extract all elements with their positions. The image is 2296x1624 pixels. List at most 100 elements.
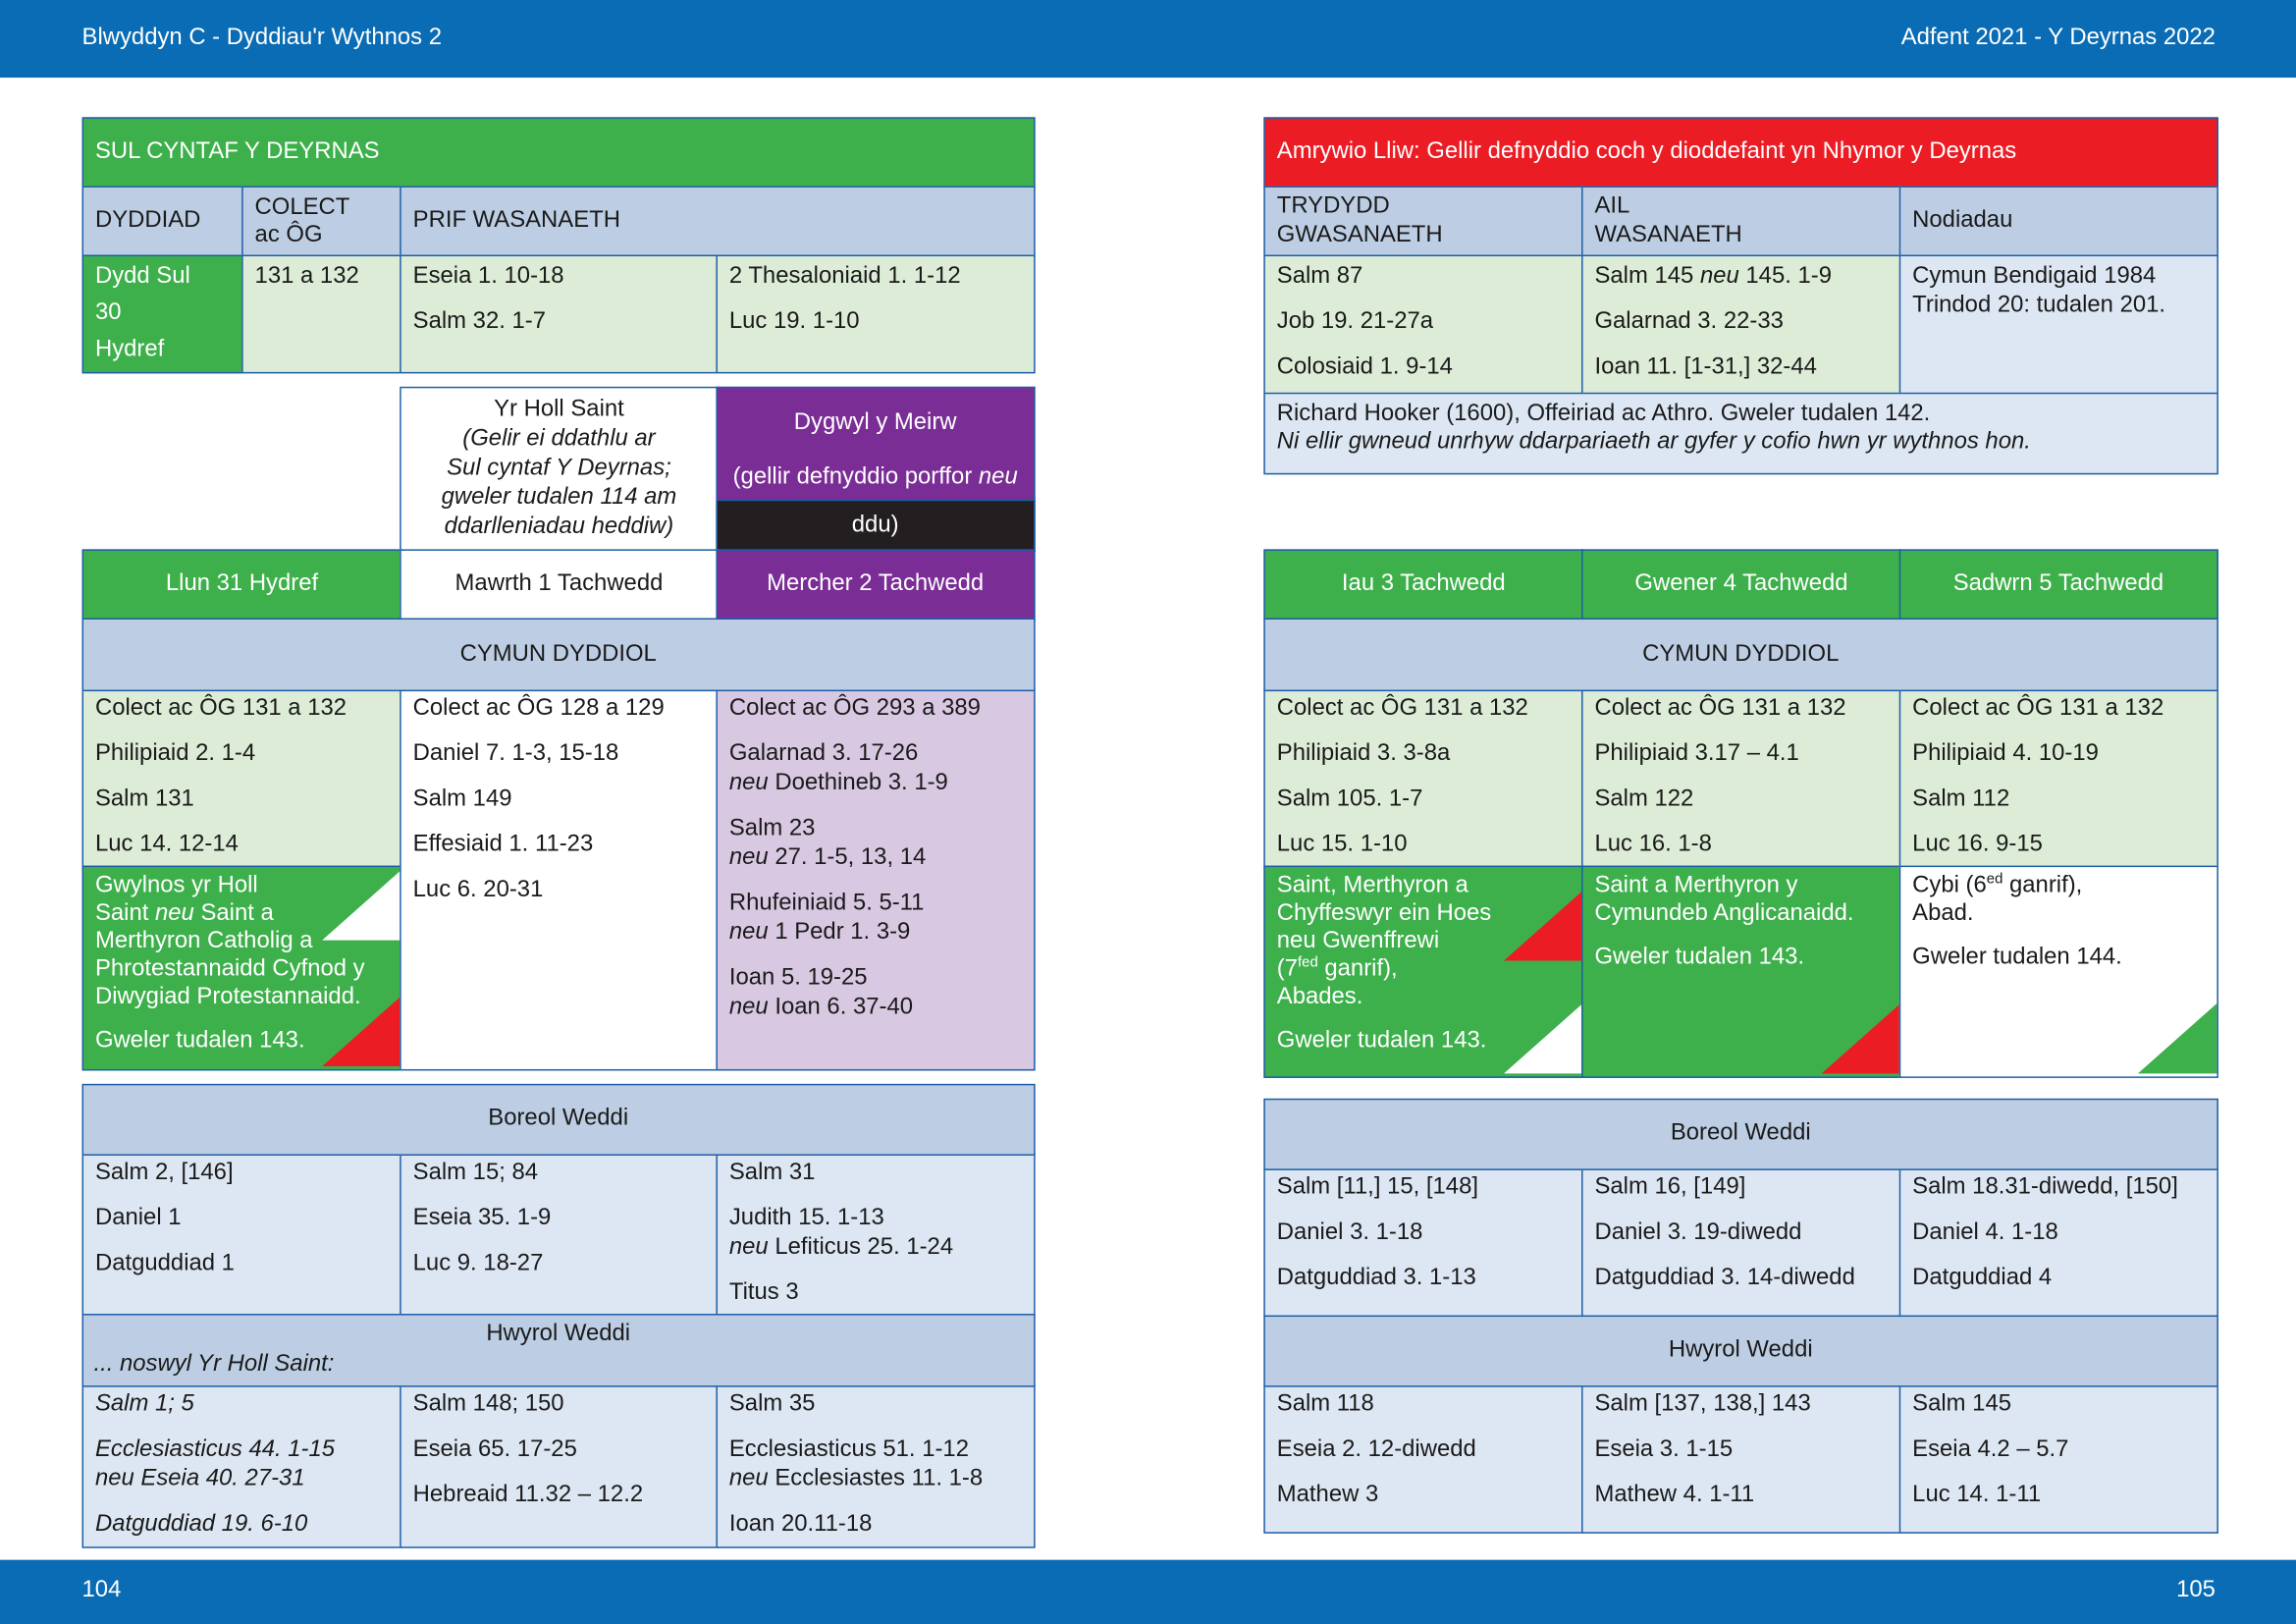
text-line: Datguddiad 1	[94, 1250, 235, 1276]
text-line: Eseia 65. 17-25	[412, 1436, 577, 1462]
cell-content: Salm [137, 138,] 143 Eseia 3. 1-15 Mathew …	[1594, 1390, 1888, 1510]
table-cell: Colect ac ÔG 131 a 132 Philipiaid 3. 3-8a…	[1263, 688, 1584, 868]
text-line: Dygwyl y Meirw	[793, 409, 957, 435]
table-cell: Dydd Sul 30 Hydref	[81, 254, 244, 373]
paragraph: Eseia 35. 1-9	[413, 1204, 706, 1233]
section-header: Boreol Weddi	[81, 1083, 1035, 1156]
cell-content: TRYDYDD GWASANAETH	[1277, 192, 1571, 251]
feast-box: Yr Holl Saint (Gelir ei ddathlu ar Sul cyn…	[400, 386, 719, 552]
text-line: Saint a Merthyron y	[1594, 873, 1798, 898]
text-line: Datguddiad 19. 6-10	[95, 1510, 389, 1540]
text-line: Colosiaid 1. 9-14	[1276, 353, 1453, 380]
cell-content: Salm 145 Eseia 4.2 – 5.7 Luc 14. 1-11	[1912, 1390, 2205, 1510]
paragraph: Salm 122	[1594, 785, 1888, 815]
cell-content: Mercher 2 Tachwedd	[767, 570, 984, 600]
cell-content: Colect ac ÔG 131 a 132 Philipiaid 2. 1-4 S…	[95, 694, 389, 860]
paragraph: Ecclesiasticus 51. 1-12 neu Ecclesiastes …	[729, 1435, 1022, 1494]
paragraph: Salm 15; 84	[413, 1159, 706, 1188]
paragraph: Salm [11,] 15, [148]	[1277, 1173, 1571, 1203]
text-line: Luc 16. 1-8	[1594, 832, 1712, 857]
column-header: PRIF WASANAETH	[400, 186, 1035, 257]
day-header: Gwener 4 Tachwedd	[1581, 549, 1901, 621]
footer-bar: 104 105	[0, 1559, 2296, 1624]
text-line: CYMUN DYDDIOL	[1642, 640, 1840, 667]
text-line: Cybi (6ed ganrif),	[1912, 872, 2205, 899]
day-header: Iau 3 Tachwedd	[1263, 549, 1584, 621]
paragraph: Philipiaid 2. 1-4	[95, 739, 389, 769]
text-line: Salm [137, 138,] 143	[1594, 1391, 1811, 1417]
text-line: Boreol Weddi	[488, 1106, 629, 1131]
text-line: neu Lefiticus 25. 1-24	[729, 1233, 1022, 1263]
text-line: (Gelir ei ddathlu ar	[413, 425, 706, 455]
text-line: Gweler tudalen 143.	[1276, 1028, 1487, 1054]
cell-content: Colect ac ÔG 128 a 129 Daniel 7. 1-3, 15-…	[413, 694, 706, 905]
paragraph: Datguddiad 1	[95, 1249, 389, 1278]
day-header: Llun 31 Hydref	[81, 549, 402, 621]
cell-content: Dygwyl y Meirw	[794, 408, 957, 438]
text-line: Colect ac ÔG 131 a 132	[1276, 695, 1528, 721]
text-run: 145. 1-9	[1738, 263, 1832, 289]
text-line: Rhufeiniaid 5. 5-11	[728, 890, 925, 916]
paragraph: Galarnad 3. 22-33	[1594, 307, 1888, 337]
text-run: (7	[1276, 956, 1299, 982]
paragraph: Ioan 11. [1-31,] 32-44	[1594, 353, 1888, 383]
text-line: neu Ioan 6. 37-40	[729, 993, 1022, 1022]
text-run: Lefiticus 25. 1-24	[768, 1234, 954, 1260]
text-line: Galarnad 3. 22-33	[1594, 308, 1784, 335]
text-line: neu Eseia 40. 27-31	[95, 1465, 389, 1494]
paragraph: Hebreaid 11.32 – 12.2	[413, 1481, 706, 1510]
text-run: Doethineb 3. 1-9	[768, 770, 948, 795]
text-line: Ioan 20.11-18	[728, 1511, 873, 1537]
paragraph: Gweler tudalen 143.	[95, 1027, 389, 1055]
paragraph: Daniel 3. 1-18	[1277, 1218, 1571, 1248]
text-line: Judith 15. 1-13	[728, 1205, 884, 1231]
text-run: (gellir defnyddio porffor	[732, 464, 979, 490]
text-line: Salm 23	[728, 815, 816, 841]
text-line: Ioan 11. [1-31,] 32-44	[1594, 353, 1817, 380]
paragraph: Colect ac ÔG 131 a 132	[1912, 694, 2205, 724]
table-cell: Salm 16, [149] Daniel 3. 19-diwedd Datgudd…	[1581, 1166, 1901, 1318]
text-line: Luc 16. 9-15	[1912, 832, 2043, 857]
table-cell: Richard Hooker (1600), Offeiriad ac Athr…	[1263, 392, 2218, 474]
text-line: Trindod 20: tudalen 201.	[1912, 293, 2166, 318]
paragraph: Philipiaid 4. 10-19	[1912, 739, 2205, 769]
text-line: 30	[94, 299, 122, 326]
cell-content: 2 Thesaloniaid 1. 1-12 Luc 19. 1-10	[729, 262, 1022, 337]
cell-content: Saint, Merthyron a Chyffeswyr ein Hoes neu…	[1277, 872, 1571, 1055]
paragraph: COLECT ac ÔG	[255, 193, 389, 249]
text-line: Abad.	[1912, 900, 1974, 926]
text-line: Eseia 1. 10-18	[412, 263, 564, 289]
table-cell: Salm 35 Ecclesiasticus 51. 1-12 neu Eccles…	[716, 1383, 1035, 1547]
italic-run: Ni ellir gwneud unrhyw ddarpariaeth ar g…	[1276, 429, 2031, 455]
section-note: ... noswyl Yr Holl Saint:	[93, 1351, 335, 1378]
text-line: Llun 31 Hydref	[165, 571, 319, 597]
text-line: Salm 118	[1276, 1391, 1374, 1417]
paragraph: Luc 9. 18-27	[413, 1249, 706, 1278]
text-line: Gweler tudalen 143.	[94, 1028, 305, 1054]
text-line: Salm 145	[1912, 1391, 2012, 1417]
paragraph: Datguddiad 3. 14-diwedd	[1594, 1264, 1888, 1293]
italic-run: Salm 1; 5	[94, 1391, 194, 1417]
text-line: Salm 1; 5	[95, 1390, 389, 1420]
paragraph: Salm 105. 1-7	[1277, 785, 1571, 815]
text-line: Salm 87	[1276, 263, 1363, 289]
table-cell: Salm 118 Eseia 2. 12-diwedd Mathew 3	[1263, 1383, 1584, 1534]
text-line: Luc 19. 1-10	[728, 308, 860, 335]
text-line: (gellir defnyddio porffor neu	[733, 463, 1018, 493]
table-cell: Salm 148; 150 Eseia 65. 17-25 Hebreaid 11.…	[400, 1383, 719, 1547]
paragraph: Cybi (6ed ganrif), Abad.	[1912, 872, 2205, 928]
paragraph: Mathew 3	[1277, 1481, 1571, 1510]
text-run: Saint a	[193, 900, 274, 926]
text-line: Salm 145 neu 145. 1-9	[1594, 262, 1888, 292]
text-line: Daniel 1	[94, 1205, 182, 1231]
text-line: Salm 35	[728, 1391, 816, 1417]
italic-run: neu	[728, 770, 769, 795]
paragraph: Philipiaid 3.17 – 4.1	[1594, 739, 1888, 769]
text-line: Philipiaid 3. 3-8a	[1276, 740, 1451, 767]
table-cell: Eseia 1. 10-18 Salm 32. 1-7	[400, 254, 719, 373]
italic-run: (Gelir ei ddathlu ar	[462, 426, 656, 452]
cell-content: Salm 118 Eseia 2. 12-diwedd Mathew 3	[1277, 1390, 1571, 1510]
italic-run: neu Eseia 40. 27-31	[94, 1466, 305, 1491]
text-line: Boreol Weddi	[1670, 1120, 1811, 1146]
table-cell: Salm 145 Eseia 4.2 – 5.7 Luc 14. 1-11	[1898, 1383, 2218, 1534]
